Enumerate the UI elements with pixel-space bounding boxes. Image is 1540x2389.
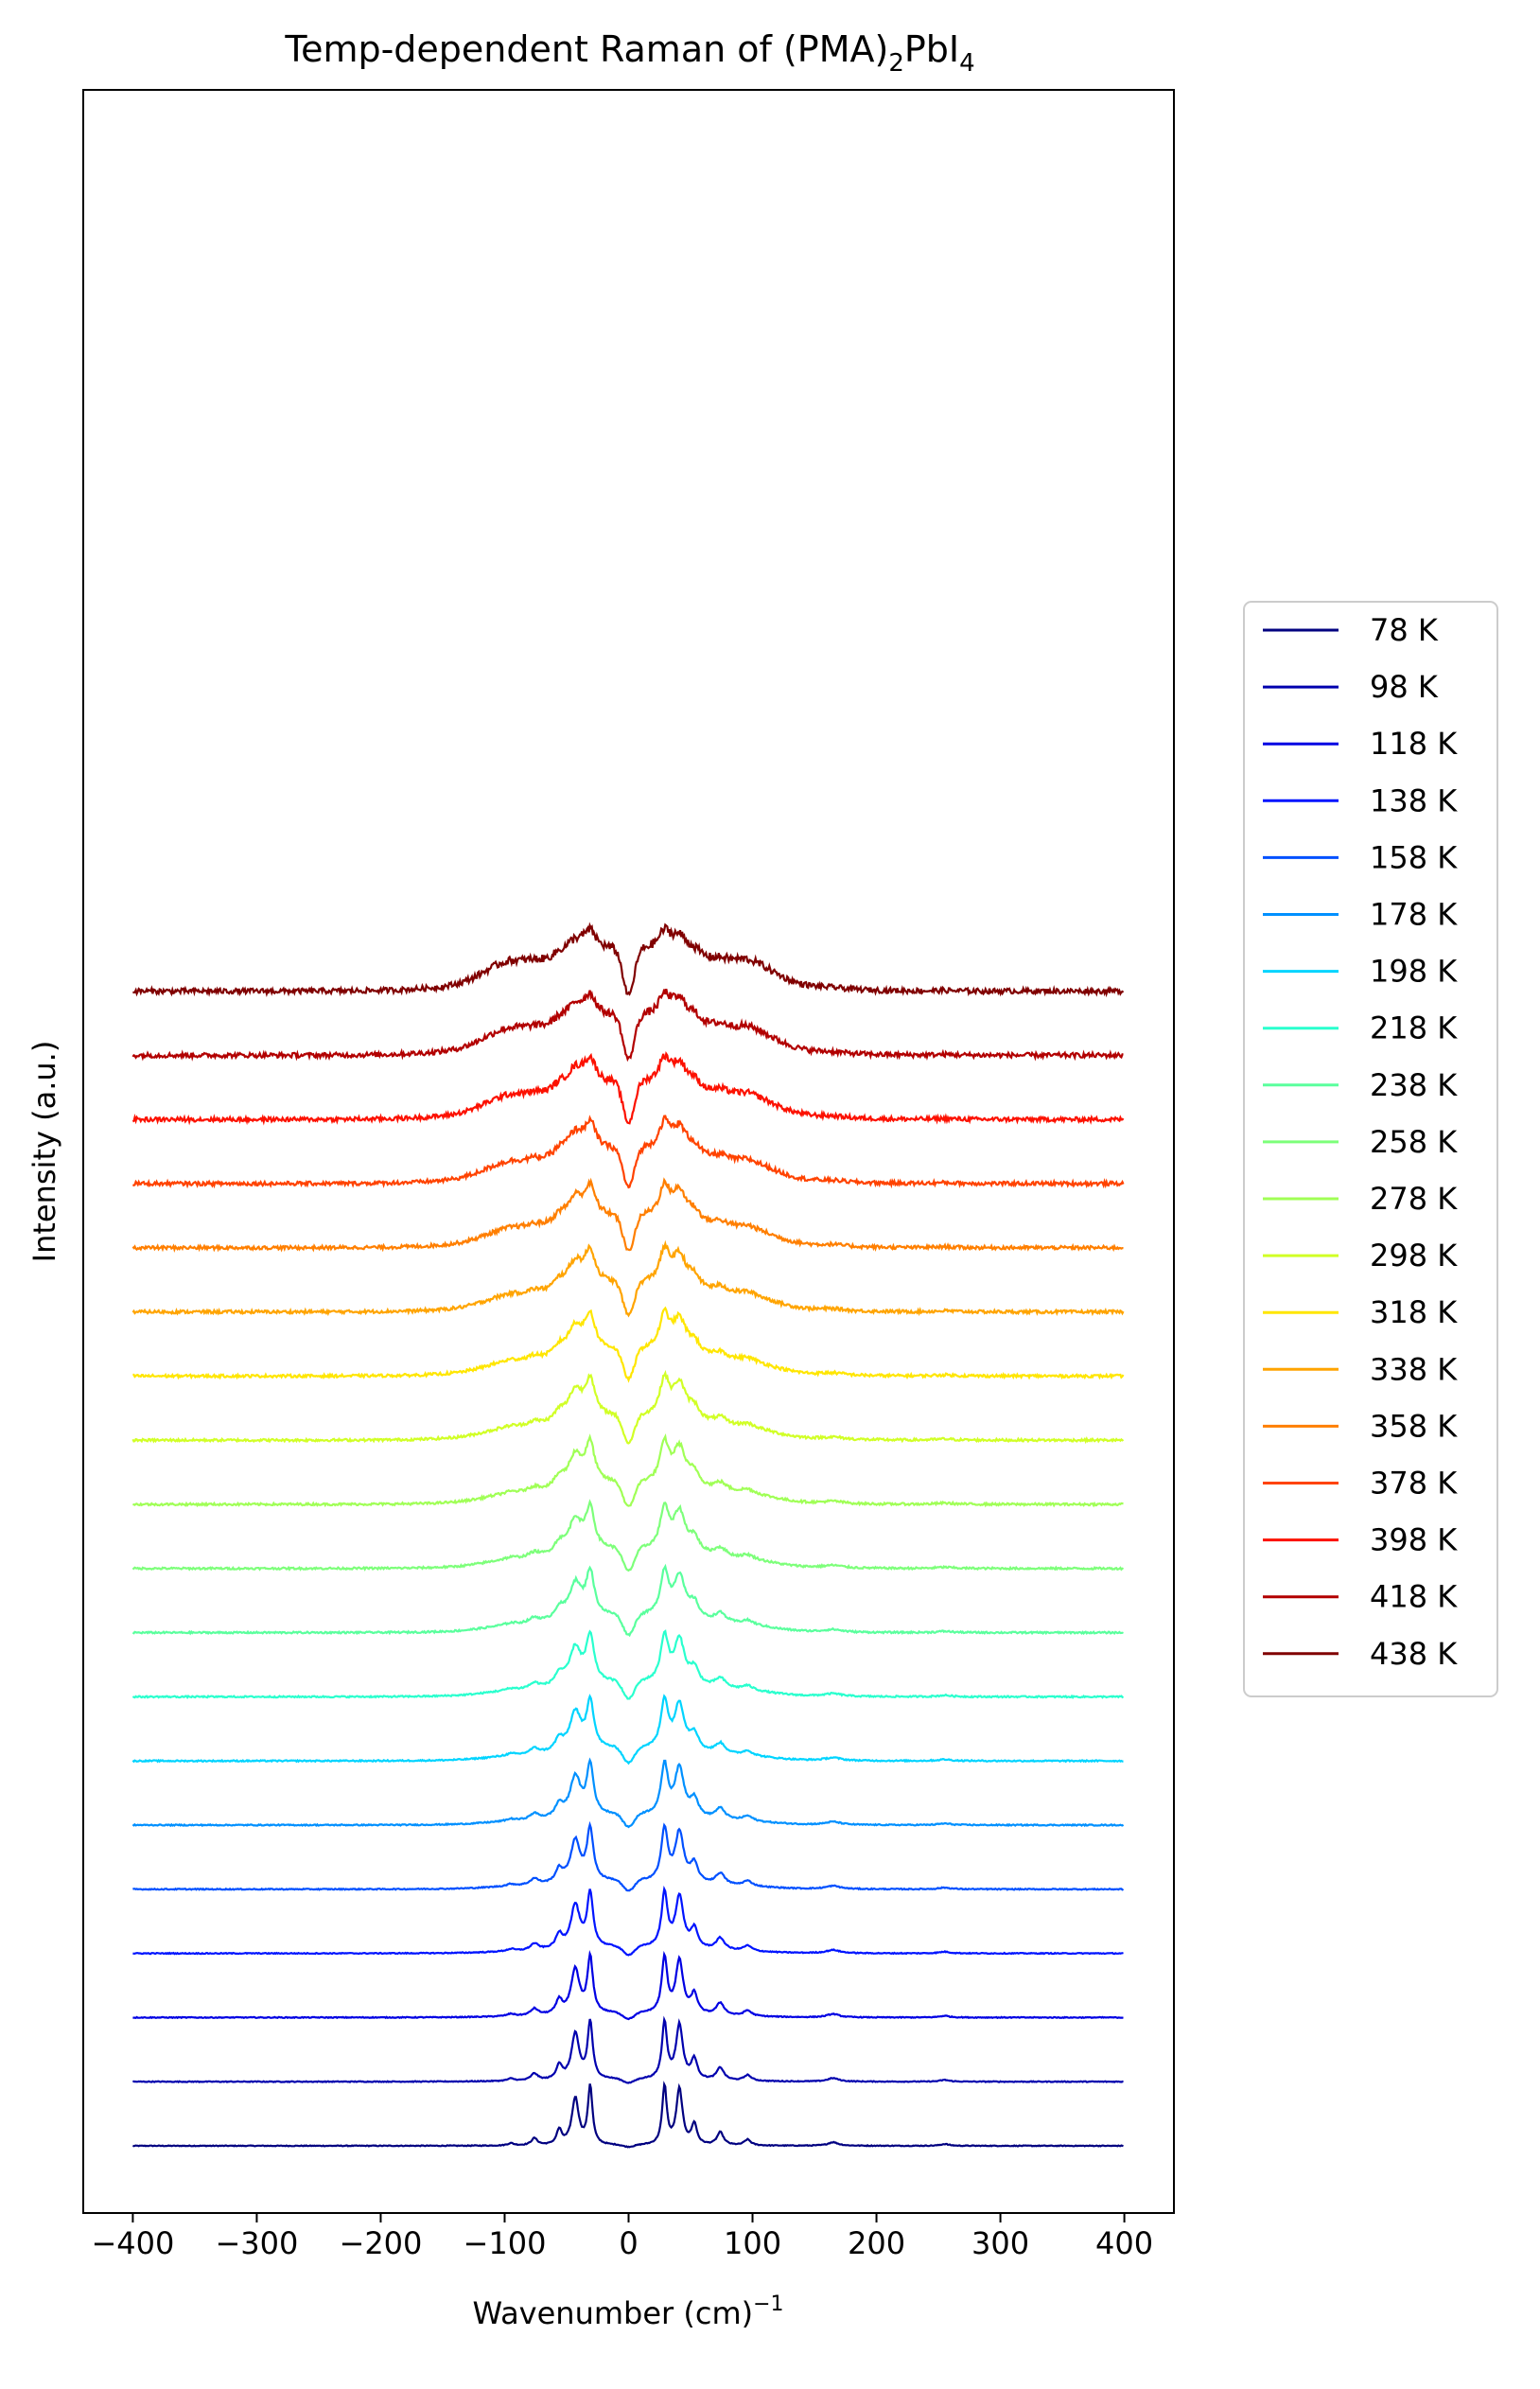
series-line-118-K — [132, 1950, 1124, 2021]
series-line-78-K — [132, 2081, 1124, 2149]
x-tick-label: −400 — [91, 2225, 174, 2261]
legend-label: 418 K — [1370, 1579, 1458, 1615]
series-line-98-K — [132, 2015, 1124, 2084]
series-line-158-K — [132, 1820, 1125, 1892]
x-axis-label: Wavenumber (cm)−1 — [472, 2292, 783, 2331]
legend-label: 118 K — [1370, 726, 1458, 762]
series-line-398-K — [131, 1050, 1125, 1126]
legend-label: 178 K — [1370, 897, 1458, 933]
legend-label: 298 K — [1370, 1238, 1458, 1274]
legend-label: 438 K — [1370, 1636, 1458, 1672]
legend: 78 K 98 K 118 K 138 K 158 K 178 K 198 K 218 K 23… — [1243, 601, 1498, 1697]
legend-label: 378 K — [1370, 1466, 1458, 1502]
series-line-318-K — [132, 1306, 1125, 1383]
legend-label: 218 K — [1370, 1010, 1458, 1046]
x-tick-label: −300 — [215, 2225, 298, 2261]
legend-label: 98 K — [1370, 669, 1439, 705]
legend-label: 358 K — [1370, 1408, 1458, 1444]
x-tick-label: 300 — [971, 2225, 1029, 2261]
series-line-298-K — [131, 1369, 1125, 1445]
series-line-178-K — [131, 1757, 1125, 1829]
legend-label: 398 K — [1370, 1522, 1458, 1558]
series-line-198-K — [131, 1694, 1124, 1765]
x-tick-label: 100 — [724, 2225, 781, 2261]
series-line-438-K — [132, 922, 1125, 998]
legend-frame — [1243, 601, 1498, 1697]
series-line-238-K — [131, 1563, 1124, 1638]
series-line-418-K — [131, 988, 1124, 1063]
x-axis-ticks: −400 −300 −200 −100 0 100 200 300 400 — [91, 2213, 1153, 2261]
legend-label: 338 K — [1370, 1351, 1458, 1387]
y-axis-label: Intensity (a.u.) — [26, 1041, 62, 1263]
series-line-278-K — [132, 1433, 1124, 1508]
legend-label: 198 K — [1370, 954, 1458, 990]
x-tick-label: 400 — [1095, 2225, 1153, 2261]
x-tick-label: 0 — [619, 2225, 638, 2261]
legend-label: 158 K — [1370, 839, 1458, 875]
x-tick-label: −100 — [464, 2225, 547, 2261]
series-line-218-K — [131, 1629, 1125, 1700]
legend-label: 78 K — [1370, 612, 1439, 648]
series-line-338-K — [131, 1239, 1125, 1318]
series-line-258-K — [131, 1499, 1124, 1572]
x-tick-label: 200 — [848, 2225, 905, 2261]
series-line-138-K — [132, 1885, 1124, 1957]
legend-label: 278 K — [1370, 1181, 1458, 1217]
x-tick-label: −200 — [340, 2225, 423, 2261]
legend-label: 138 K — [1370, 782, 1458, 818]
chart-title: Temp-dependent Raman of (PMA)2PbI4 — [284, 28, 974, 78]
legend-label: 238 K — [1370, 1067, 1458, 1103]
spectra-curves — [131, 922, 1125, 2149]
legend-label: 258 K — [1370, 1124, 1458, 1160]
series-line-378-K — [131, 1115, 1125, 1189]
series-line-358-K — [131, 1177, 1124, 1253]
legend-label: 318 K — [1370, 1294, 1458, 1330]
